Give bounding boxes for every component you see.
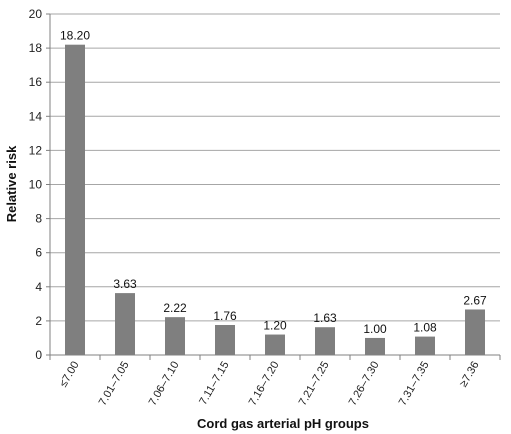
y-tick-label: 10 bbox=[29, 178, 43, 192]
data-label: 1.76 bbox=[213, 309, 237, 323]
data-label: 2.67 bbox=[463, 293, 487, 307]
bar bbox=[315, 327, 335, 355]
x-axis-ticks: ≤7.00 7.01–7.05 7.06–7.10 7.11–7.15 7.16–7.2… bbox=[49, 355, 501, 408]
y-tick-label: 4 bbox=[35, 280, 42, 294]
y-tick-label: 18 bbox=[29, 41, 43, 55]
x-tick-label: ≤7.00 bbox=[57, 360, 81, 390]
data-label: 3.63 bbox=[113, 277, 137, 291]
data-label: 1.08 bbox=[413, 321, 437, 335]
x-tick-label: ≥7.36 bbox=[457, 360, 481, 390]
gridlines bbox=[50, 13, 500, 322]
x-axis-title: Cord gas arterial pH groups bbox=[197, 416, 369, 431]
bar bbox=[165, 317, 185, 355]
x-tick-label: 7.01–7.05 bbox=[97, 360, 132, 408]
bar bbox=[365, 337, 385, 355]
y-tick-label: 20 bbox=[29, 7, 43, 21]
data-label: 18.20 bbox=[60, 29, 90, 43]
x-tick-label: 7.11–7.15 bbox=[197, 360, 231, 408]
bar bbox=[265, 334, 285, 355]
y-tick-label: 12 bbox=[29, 143, 43, 157]
y-axis-ticks: 0 2 4 6 8 10 12 14 16 18 20 bbox=[29, 7, 50, 362]
bars bbox=[65, 44, 485, 355]
y-tick-label: 0 bbox=[35, 348, 42, 362]
x-tick-label: 7.06–7.10 bbox=[147, 360, 182, 408]
bar bbox=[215, 324, 235, 355]
bar bbox=[115, 293, 135, 355]
x-tick-label: 7.16–7.20 bbox=[247, 360, 282, 408]
y-tick-label: 6 bbox=[35, 246, 42, 260]
y-tick-label: 16 bbox=[29, 75, 43, 89]
y-tick-label: 8 bbox=[35, 212, 42, 226]
x-tick-label: 7.31–7.35 bbox=[397, 360, 432, 408]
x-tick-label: 7.21–7.25 bbox=[297, 360, 332, 408]
x-tick-label: 7.26–7.30 bbox=[347, 360, 382, 408]
data-label: 1.00 bbox=[363, 322, 387, 336]
y-tick-label: 14 bbox=[29, 109, 43, 123]
data-label: 1.63 bbox=[313, 311, 337, 325]
y-tick-label: 2 bbox=[35, 314, 42, 328]
bar bbox=[465, 309, 485, 355]
data-label: 1.20 bbox=[263, 319, 287, 333]
data-labels: 18.20 3.63 2.22 1.76 1.20 1.63 1.00 1.08 2.67 bbox=[60, 29, 487, 336]
bar bbox=[65, 44, 85, 355]
bar bbox=[415, 336, 435, 355]
data-label: 2.22 bbox=[163, 301, 187, 315]
y-axis-title: Relative risk bbox=[4, 145, 19, 222]
